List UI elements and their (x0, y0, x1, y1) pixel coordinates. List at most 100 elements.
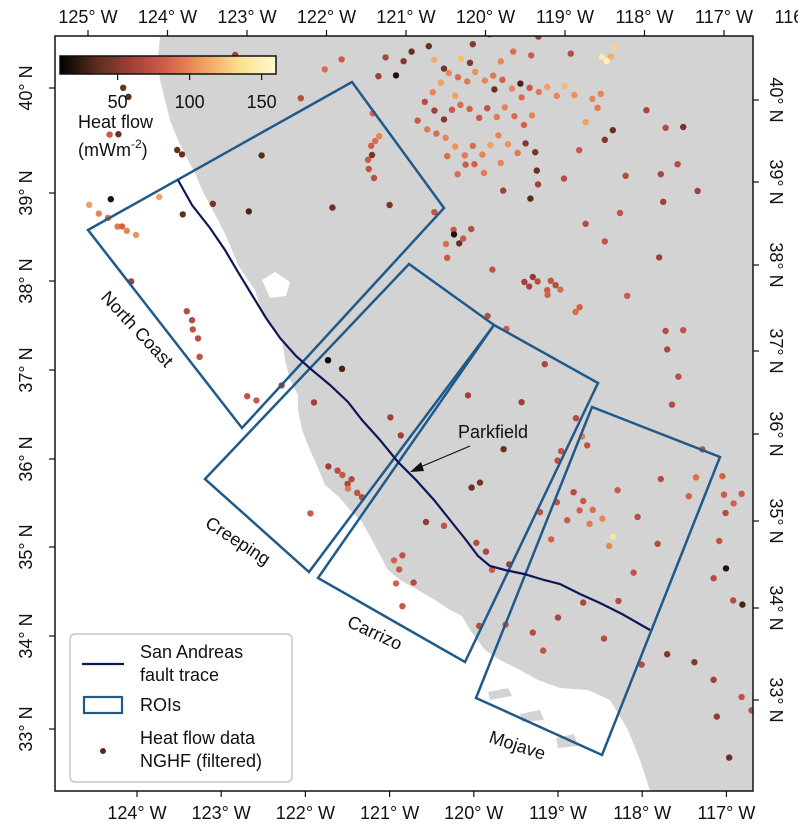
heat-flow-point (469, 41, 476, 48)
heat-flow-point (526, 283, 533, 290)
legend: San Andreas fault trace ROIs Heat flow d… (69, 633, 293, 783)
axis-tick-label: 34° N (16, 613, 36, 658)
heat-flow-point (654, 540, 661, 547)
heat-flow-point (668, 401, 676, 408)
heat-flow-point (183, 308, 190, 315)
heat-flow-point (440, 522, 448, 529)
heat-flow-point (382, 54, 389, 61)
heat-flow-point (466, 59, 474, 66)
heat-flow-point (431, 56, 438, 63)
heat-flow-point (713, 713, 720, 720)
legend-roi-label: ROIs (140, 695, 181, 715)
heat-flow-point (544, 83, 551, 91)
heat-flow-point (557, 286, 564, 293)
heat-flow-point (548, 536, 555, 543)
axis-tick-label: 40° N (766, 77, 786, 122)
heat-flow-point (634, 513, 641, 521)
heat-flow-point (397, 432, 404, 439)
heat-flow-point (582, 119, 589, 126)
heat-flow-point (466, 105, 473, 113)
x-axis-bottom: 124° W 123° W 122° W 121° W 120° W 119° W 118°… (107, 791, 755, 823)
heat-flow-point (386, 201, 393, 209)
heat-flow-point (392, 72, 400, 79)
heat-flow-point (615, 597, 622, 605)
heat-flow-point (529, 273, 536, 281)
heat-flow-point (662, 327, 669, 335)
heat-flow-point (662, 124, 669, 131)
heat-flow-point (472, 68, 479, 76)
heat-flow-point (339, 471, 346, 479)
axis-tick-label: 35° N (766, 498, 786, 543)
heat-flow-point (476, 479, 484, 486)
heat-flow-point (370, 174, 378, 182)
heat-flow-point (489, 266, 496, 273)
heat-flow-point (86, 201, 93, 208)
heat-flow-point (726, 754, 733, 761)
heat-flow-point (582, 220, 589, 227)
heat-flow-point (730, 597, 737, 604)
heat-flow-point (533, 167, 540, 174)
heat-flow-point (544, 287, 551, 294)
heat-flow-point (387, 414, 394, 421)
heat-flow-point (488, 566, 496, 573)
heat-flow-point (544, 291, 551, 298)
heat-flow-point (535, 36, 542, 40)
legend-box (69, 633, 293, 783)
heat-flow-point (674, 161, 681, 168)
heat-flow-point (497, 58, 504, 65)
heat-flow-point (716, 537, 723, 545)
heat-flow-point (597, 90, 604, 98)
heat-flow-point (107, 196, 115, 203)
heat-flow-point (553, 92, 560, 100)
colorbar: 50 100 150 Heat flow (mWm-2) (59, 55, 277, 160)
heat-flow-point (576, 304, 583, 311)
heat-flow-point (603, 58, 610, 65)
heat-flow-point (365, 165, 372, 173)
heat-flow-point (576, 147, 583, 154)
heat-flow-point (517, 80, 524, 87)
channel-island-1 (488, 688, 512, 700)
heat-flow-point (424, 126, 431, 133)
heat-flow-point (692, 474, 700, 481)
heat-flow-point (504, 141, 512, 148)
heat-flow-point (450, 231, 458, 238)
heat-flow-point (521, 278, 528, 286)
heat-flow-point (452, 92, 459, 100)
heat-flow-point (118, 223, 126, 230)
heat-flow-point (529, 629, 536, 636)
heat-flow-point (532, 149, 539, 156)
heat-flow-point (375, 73, 382, 80)
axis-tick-label: 119° W (529, 803, 587, 823)
heat-flow-point (540, 647, 547, 654)
heat-flow-point (454, 74, 462, 81)
heat-flow-point (561, 83, 568, 90)
heat-flow-point (552, 282, 559, 289)
heat-flow-point (495, 132, 502, 139)
heat-flow-point (392, 580, 400, 587)
heat-flow-point (657, 171, 664, 178)
axis-tick-label: 35° N (16, 524, 36, 569)
heat-flow-point (433, 130, 440, 137)
heat-flow-point (450, 226, 457, 233)
axis-tick-label: 121° W (360, 803, 419, 823)
axis-tick-label: 118° W (616, 7, 674, 27)
colorbar-tick-label: 50 (108, 92, 128, 112)
heat-flow-point (364, 156, 372, 163)
heat-flow-point (518, 94, 525, 101)
heat-flow-point (493, 113, 500, 121)
heat-flow-point (376, 133, 383, 140)
heat-flow-point (527, 195, 534, 202)
heat-flow-point (710, 676, 717, 683)
heat-flow-point (499, 76, 506, 84)
heat-flow-point (338, 365, 346, 372)
heat-flow-point (399, 603, 406, 610)
san-andreas-fault-trace (177, 179, 651, 631)
heat-flow-point (440, 65, 448, 72)
heat-flow-point (722, 565, 730, 572)
heat-flow-point (471, 161, 478, 168)
heat-flow-point (95, 210, 103, 217)
heat-flow-point (739, 601, 746, 608)
heat-flow-point (444, 254, 451, 261)
heat-flow-point (245, 208, 252, 215)
heat-flow-point (325, 463, 332, 470)
